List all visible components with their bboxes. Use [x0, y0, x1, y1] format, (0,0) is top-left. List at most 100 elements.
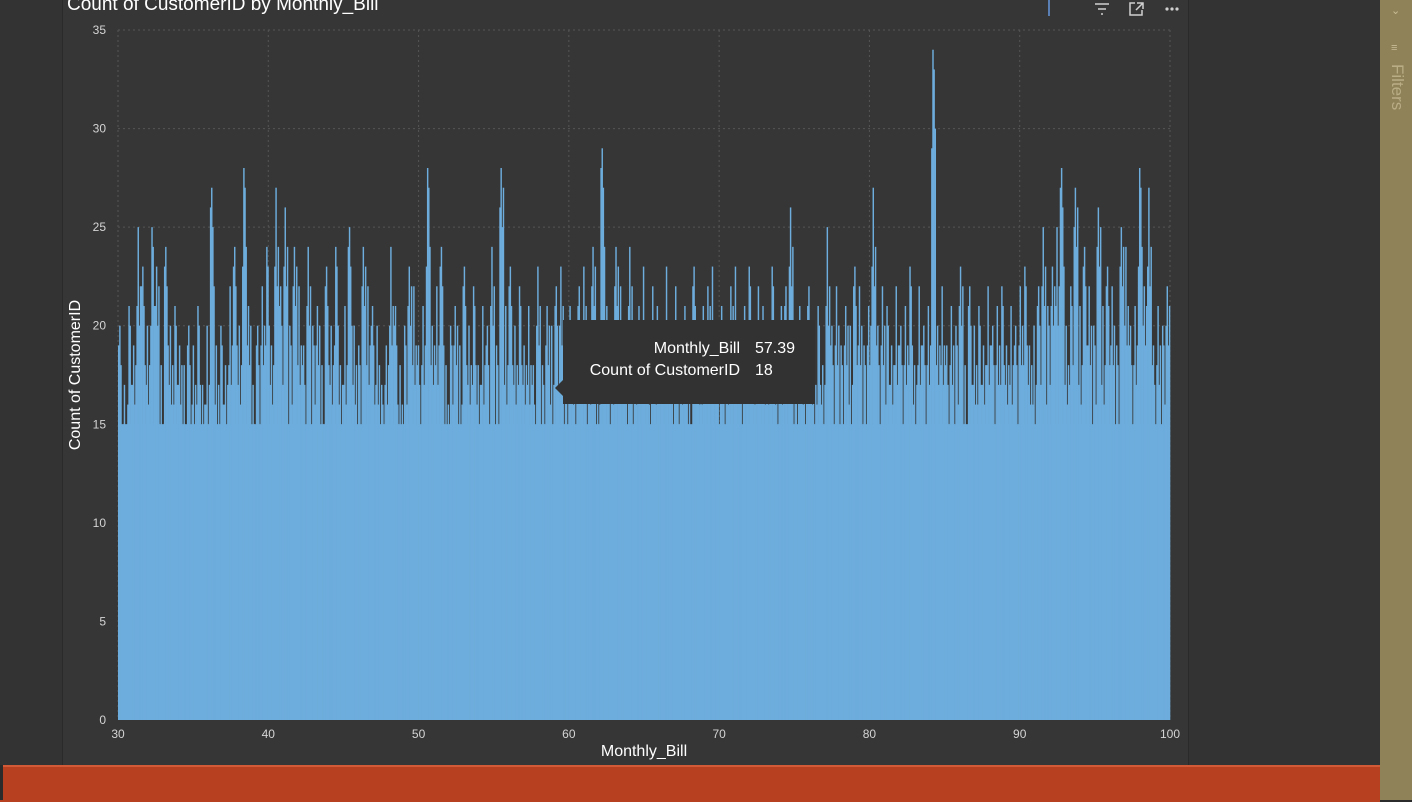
bar[interactable] [1082, 266, 1085, 720]
bar[interactable] [865, 424, 868, 720]
bar[interactable] [688, 365, 691, 720]
bar[interactable] [622, 345, 624, 720]
bar[interactable] [471, 384, 474, 720]
bar[interactable] [592, 246, 594, 721]
bar[interactable] [915, 424, 917, 720]
bar[interactable] [221, 345, 223, 720]
bar[interactable] [882, 365, 885, 720]
bar[interactable] [352, 384, 354, 720]
bar[interactable] [119, 325, 121, 720]
bar[interactable] [351, 325, 353, 720]
bar[interactable] [398, 424, 400, 720]
bar[interactable] [773, 345, 776, 720]
bar[interactable] [498, 424, 500, 720]
bar[interactable] [633, 325, 636, 720]
bar[interactable] [167, 345, 169, 720]
bar[interactable] [209, 207, 212, 720]
bar[interactable] [476, 404, 478, 720]
bar[interactable] [681, 404, 684, 720]
bar[interactable] [449, 325, 452, 720]
bar[interactable] [1029, 404, 1032, 720]
bar[interactable] [301, 365, 304, 720]
bar[interactable] [555, 286, 558, 720]
bar[interactable] [623, 365, 625, 720]
bar[interactable] [641, 345, 644, 720]
bar[interactable] [484, 365, 486, 720]
bar[interactable] [1120, 227, 1123, 720]
bar[interactable] [746, 345, 748, 720]
bar[interactable] [501, 227, 504, 720]
bar[interactable] [153, 306, 156, 720]
bar[interactable] [568, 345, 570, 720]
bar[interactable] [354, 404, 357, 720]
bar[interactable] [1094, 345, 1096, 720]
bar[interactable] [912, 404, 915, 720]
bar[interactable] [626, 424, 629, 720]
bar[interactable] [402, 424, 405, 720]
bar[interactable] [732, 306, 734, 720]
bar[interactable] [339, 365, 342, 720]
bar[interactable] [637, 345, 639, 720]
bar[interactable] [826, 227, 829, 720]
bar[interactable] [661, 325, 663, 720]
bar[interactable] [523, 345, 525, 720]
bar[interactable] [234, 246, 236, 721]
bar[interactable] [755, 365, 757, 720]
bar[interactable] [1056, 227, 1058, 720]
bar[interactable] [1047, 306, 1049, 720]
bar[interactable] [363, 306, 366, 720]
bar[interactable] [847, 325, 849, 720]
bar[interactable] [863, 345, 865, 720]
bar[interactable] [337, 325, 339, 720]
bar[interactable] [376, 325, 378, 720]
bar[interactable] [762, 306, 764, 720]
bar[interactable] [259, 424, 261, 720]
bar[interactable] [788, 266, 791, 720]
bar[interactable] [602, 187, 605, 720]
bar[interactable] [591, 286, 593, 720]
bar[interactable] [988, 384, 990, 720]
bar[interactable] [1010, 306, 1012, 720]
bar[interactable] [478, 424, 481, 720]
bar[interactable] [322, 424, 324, 720]
bar[interactable] [383, 424, 385, 720]
bar[interactable] [917, 365, 919, 720]
bar[interactable] [215, 345, 218, 720]
bar[interactable] [800, 365, 802, 720]
bar[interactable] [217, 384, 220, 720]
bar[interactable] [813, 424, 816, 720]
bar[interactable] [702, 306, 705, 720]
bar[interactable] [441, 286, 444, 720]
bar[interactable] [173, 404, 175, 720]
bar[interactable] [1063, 266, 1065, 720]
bar[interactable] [1099, 227, 1102, 720]
bar[interactable] [652, 286, 654, 720]
bar[interactable] [502, 187, 505, 720]
bar[interactable] [293, 246, 296, 721]
bar[interactable] [838, 325, 840, 720]
bar[interactable] [805, 384, 808, 720]
bar[interactable] [260, 345, 262, 720]
bar[interactable] [273, 365, 275, 720]
bar[interactable] [969, 286, 971, 720]
bar[interactable] [446, 424, 448, 720]
bar[interactable] [697, 325, 700, 720]
bar[interactable] [1168, 306, 1171, 720]
bar[interactable] [329, 384, 331, 720]
bar[interactable] [611, 345, 614, 720]
bar[interactable] [248, 365, 251, 720]
bar[interactable] [321, 365, 323, 720]
bar[interactable] [1163, 345, 1165, 720]
bar[interactable] [724, 424, 726, 720]
bar[interactable] [1088, 286, 1090, 720]
bar[interactable] [345, 404, 347, 720]
bar[interactable] [1118, 424, 1120, 720]
bar[interactable] [146, 325, 149, 720]
bar[interactable] [1165, 325, 1167, 720]
bar[interactable] [306, 306, 308, 720]
bar[interactable] [892, 404, 894, 720]
bar[interactable] [1149, 286, 1151, 720]
bar[interactable] [588, 345, 591, 720]
bar[interactable] [300, 345, 303, 720]
bar[interactable] [144, 365, 146, 720]
